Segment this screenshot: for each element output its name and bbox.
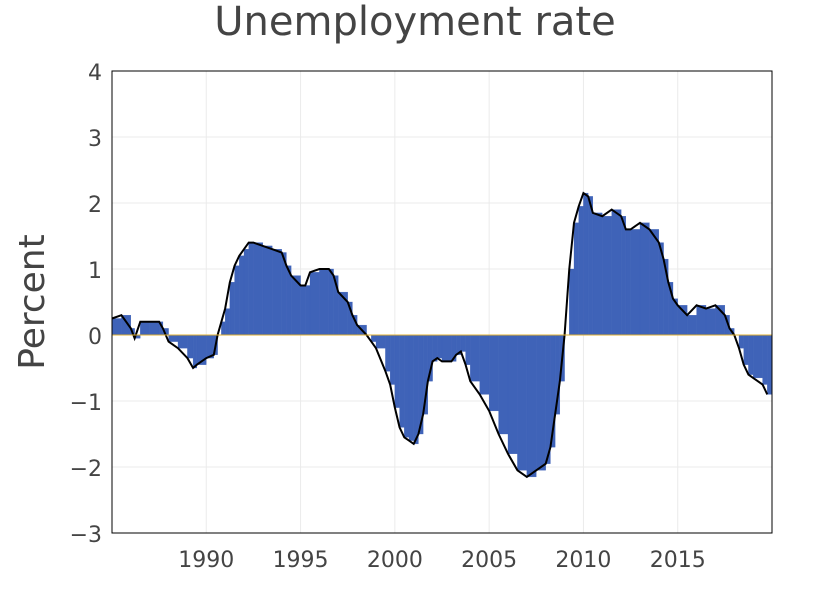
bar [583,192,589,336]
bar [404,334,410,438]
bar [300,285,306,336]
y-tick-label: 1 [88,259,102,284]
x-tick-label: 2010 [555,548,611,573]
bar [389,334,396,385]
line [111,191,769,479]
bar [239,255,245,336]
x-tick-label: 2015 [650,548,706,573]
bar [705,308,716,336]
bar [578,206,584,336]
bar [234,265,240,336]
bar [441,334,452,362]
bar [545,334,551,464]
bar [328,268,334,336]
bar [413,334,419,445]
bar [602,216,612,336]
bar [465,334,471,365]
bar [752,334,763,379]
y-tick-label: 3 [88,127,102,152]
bar [168,334,179,342]
bar [385,334,391,372]
bar [569,268,575,336]
bar [221,321,226,336]
bar [762,334,768,385]
bar [319,268,330,336]
bar [272,249,282,336]
bar [243,249,249,336]
bar [187,334,194,359]
bar [611,209,622,336]
bar [639,222,650,336]
bar [620,216,627,336]
y-tick-label: 0 [88,325,102,350]
chart-title: Unemployment rate [214,0,615,45]
bar [479,334,490,395]
bar [470,334,480,382]
bar [460,334,466,352]
bar [375,334,386,349]
bar [177,334,188,349]
bar [371,334,377,342]
bar [738,334,744,349]
bar [748,334,754,375]
bar [686,315,697,336]
bar [229,282,235,336]
bar [408,334,414,441]
y-axis-title: Percent [12,234,53,369]
bar [587,196,594,336]
bar [649,229,660,336]
y-tick-label: 2 [88,193,102,218]
bar [536,334,546,471]
bar [224,308,231,336]
x-tick-label: 2005 [461,548,517,573]
bar [149,321,160,336]
x-tick-label: 1990 [178,548,234,573]
bar [309,272,320,336]
bar [140,321,150,336]
bar [248,242,254,336]
bar [305,285,311,336]
bar [338,291,348,336]
bar [526,334,537,478]
bar [573,222,579,336]
bar [192,334,198,369]
bar [696,305,707,336]
y-tick-label: 4 [88,61,102,86]
bar [498,334,509,435]
bar [437,334,443,359]
bar [625,229,631,336]
plot-frame [111,70,773,534]
bar [488,334,499,412]
x-tick-label: 1995 [273,548,329,573]
y-tick-label: −3 [70,523,102,548]
bar [517,334,528,471]
bar [507,334,518,454]
x-tick-label: 2000 [367,548,423,573]
bar [592,212,603,336]
bar [262,245,273,336]
bar [394,334,400,408]
y-tick-label: −2 [70,457,102,482]
y-tick-label: −1 [70,391,102,416]
bar [399,334,405,428]
bar [743,334,749,365]
bar [630,229,641,336]
bar [111,318,122,336]
bar [767,334,773,395]
bar [253,242,264,336]
